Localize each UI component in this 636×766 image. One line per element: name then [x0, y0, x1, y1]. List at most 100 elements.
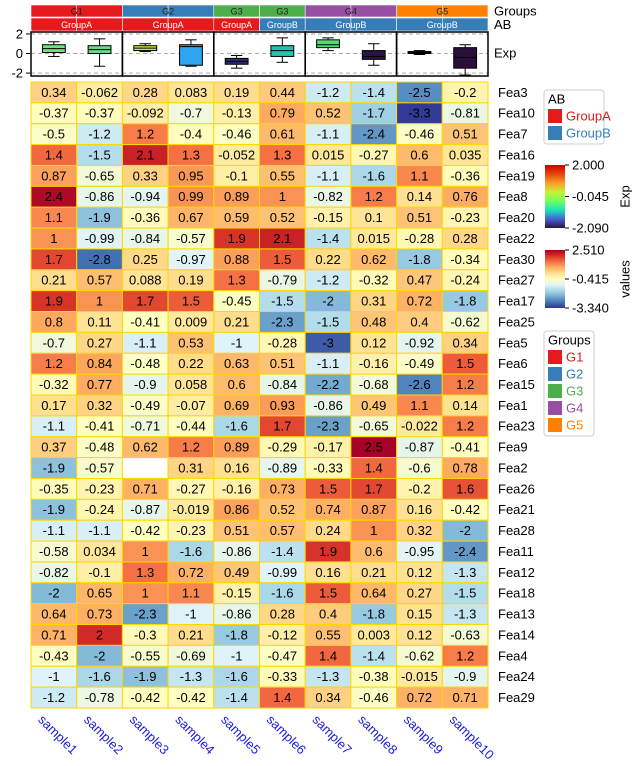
cell-label: -1.2: [43, 690, 65, 705]
cell-label: -2.3: [317, 419, 339, 434]
cell-label: -0.015: [401, 669, 438, 684]
column-label: sample1: [35, 712, 80, 757]
heatmap-cell: [441, 686, 489, 709]
cell-label: -2.5: [408, 85, 430, 100]
cell-label: -0.57: [85, 460, 115, 475]
ab-annotation-label: GroupA: [61, 20, 92, 30]
cell-label: -0.89: [268, 460, 298, 475]
cell-label: -0.37: [85, 106, 115, 121]
cell-label: 0.6: [228, 377, 246, 392]
cell-label: -0.49: [405, 356, 435, 371]
cell-label: -0.65: [85, 168, 115, 183]
cell-label: 2: [96, 627, 103, 642]
cell-label: 0.22: [315, 252, 340, 267]
cell-label: -1.3: [317, 669, 339, 684]
cell-label: -0.46: [222, 127, 252, 142]
cell-label: -0.82: [39, 565, 69, 580]
cell-label: -0.41: [130, 314, 160, 329]
row-label: Fea16: [498, 147, 535, 162]
cell-label: 0.16: [315, 565, 340, 580]
cell-label: -1.8: [454, 294, 476, 309]
cell-label: 0.32: [87, 398, 112, 413]
cell-label: -0.86: [85, 189, 115, 204]
cell-label: -0.27: [359, 147, 389, 162]
cell-label: -0.62: [450, 314, 480, 329]
cell-label: 0.015: [312, 147, 345, 162]
row-label: Fea22: [498, 231, 535, 246]
row-label: Fea26: [498, 481, 535, 496]
cell-label: -0.69: [176, 648, 206, 663]
cell-label: -0.42: [176, 690, 206, 705]
cell-label: -0.63: [450, 627, 480, 642]
cell-label: -0.15: [222, 586, 252, 601]
legend-label: G2: [566, 366, 583, 381]
cell-label: -0.5: [43, 127, 65, 142]
cell-label: -0.23: [450, 210, 480, 225]
cell-label: 1.5: [319, 586, 337, 601]
cell-label: 1.5: [273, 252, 291, 267]
cell-label: 1.2: [456, 419, 474, 434]
exp-annotation-name: Exp: [494, 45, 516, 60]
cell-label: 1.5: [319, 481, 337, 496]
cell-label: 0.34: [41, 85, 66, 100]
cell-label: -1.8: [363, 607, 385, 622]
groups-annotation-label: G4: [345, 6, 357, 16]
cell-label: -0.24: [450, 273, 480, 288]
cell-label: -1.2: [88, 127, 110, 142]
cell-label: 1.7: [273, 419, 291, 434]
cell-label: 0.73: [270, 481, 295, 496]
cell-label: 1.4: [319, 648, 337, 663]
legend-swatch: [548, 418, 562, 432]
cell-label: 0.64: [361, 586, 386, 601]
cell-label: -1.1: [317, 127, 339, 142]
cell-label: 0.93: [270, 398, 295, 413]
cell-label: 0.48: [361, 314, 386, 329]
cell-label: -0.27: [176, 481, 206, 496]
cell-label: -2.4: [454, 544, 476, 559]
cell-label: 0.16: [224, 460, 249, 475]
cell-label: -0.23: [176, 523, 206, 538]
cell-label: -0.62: [405, 648, 435, 663]
cell-label: 0.87: [41, 168, 66, 183]
cell-label: 1.9: [228, 231, 246, 246]
cell-label: -2: [48, 586, 60, 601]
cell-label: -0.33: [313, 460, 343, 475]
row-label: Fea27: [498, 273, 535, 288]
groups-annotation-cell: [350, 4, 397, 18]
cell-label: -1.8: [225, 627, 247, 642]
cell-label: -0.12: [268, 627, 298, 642]
cell-label: 1.7: [136, 294, 154, 309]
cell-label: 0.67: [178, 210, 203, 225]
cell-label: 0.31: [361, 294, 386, 309]
cell-label: 0.6: [365, 544, 383, 559]
cell-label: 1: [96, 294, 103, 309]
cell-label: -0.41: [85, 419, 115, 434]
cell-label: -2.3: [271, 314, 293, 329]
row-label: Fea24: [498, 669, 535, 684]
box: [316, 39, 340, 49]
row-label: Fea4: [498, 648, 528, 663]
cell-label: 1.2: [456, 377, 474, 392]
cell-label: 0.84: [87, 356, 112, 371]
cell-label: -0.82: [313, 189, 343, 204]
cell-label: -0.92: [405, 335, 435, 350]
cell-label: -0.16: [359, 356, 389, 371]
cell-label: -1.6: [225, 669, 247, 684]
cell-label: -0.65: [359, 419, 389, 434]
groups-annotation-cell: [76, 4, 123, 18]
cell-label: 1.1: [410, 168, 428, 183]
cell-label: 1.5: [456, 356, 474, 371]
cell-label: 1.1: [45, 210, 63, 225]
cell-label: -0.71: [130, 419, 160, 434]
cell-label: -1.1: [88, 523, 110, 538]
colorbar-title: values: [617, 260, 632, 298]
cell-label: -0.052: [218, 147, 255, 162]
cell-label: -0.35: [39, 481, 69, 496]
cell-label: 0.71: [133, 481, 158, 496]
cell-label: -0.23: [85, 481, 115, 496]
groups-annotation-label: G2: [162, 6, 174, 16]
colorbar-tick-label: -0.045: [572, 189, 609, 204]
cell-label: 0.52: [270, 210, 295, 225]
cell-label: -0.86: [222, 544, 252, 559]
cell-label: 1: [370, 523, 377, 538]
